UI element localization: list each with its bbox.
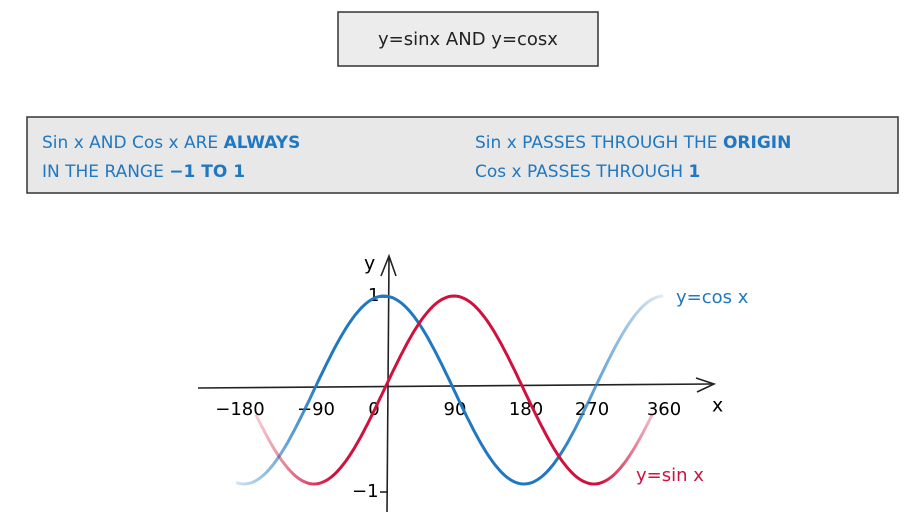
cos-label: y=cos x [676, 287, 749, 308]
y-axis-label: y [364, 253, 375, 275]
info-line: IN THE RANGE −1 TO 1 [42, 162, 245, 182]
info-line: Sin x AND Cos x ARE ALWAYS [42, 133, 300, 153]
sin-label: y=sin x [636, 465, 704, 486]
sin-curve [254, 294, 654, 486]
y-label: 1 [368, 285, 379, 306]
info-box [26, 116, 899, 194]
y-label: −1 [352, 481, 379, 502]
cos-curve [235, 294, 664, 486]
x-label: −180 [215, 399, 264, 420]
x-axis-label: x [712, 395, 723, 417]
title: y=sinx AND y=cosx [378, 29, 558, 50]
info-line: Sin x PASSES THROUGH THE ORIGIN [475, 133, 791, 153]
info-line: Cos x PASSES THROUGH 1 [475, 162, 700, 182]
x-label: 360 [647, 399, 681, 420]
title-box [337, 11, 599, 67]
